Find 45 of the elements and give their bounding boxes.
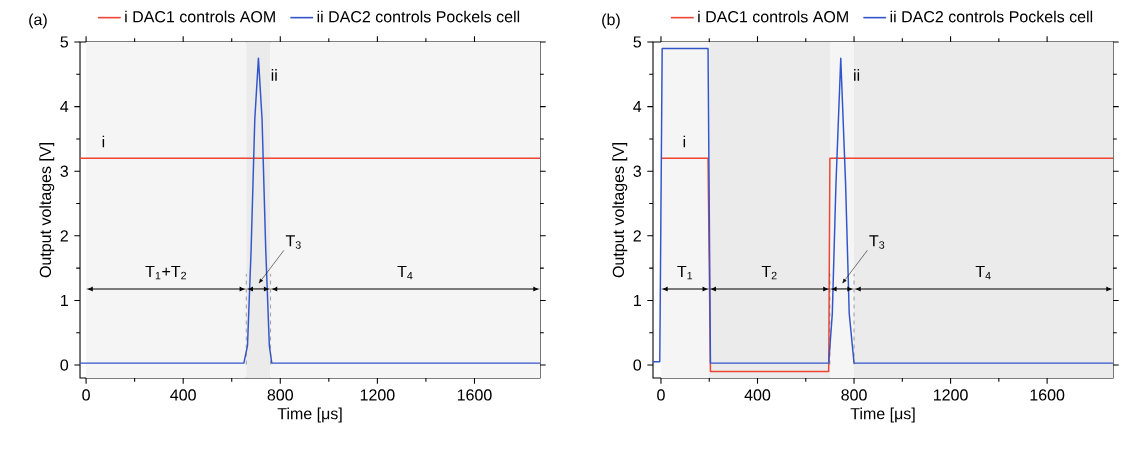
y-tick-label: 0 [60,359,69,371]
chart-title: (b) [602,13,620,29]
y-tick-label: 5 [60,36,69,48]
y-tick-label: 1 [634,294,641,306]
x-tick-label: 400 [744,389,771,401]
y-axis-title: Output voltages [V] [39,143,55,278]
x-tick-label: 800 [841,389,867,401]
annotation: i [102,135,105,148]
y-tick-label: 1 [61,294,68,306]
legend-label: i DAC1 controls AOM [125,10,275,23]
annotation: ii [271,69,277,81]
band-label: T$_{4}$ [975,265,991,280]
x-tick-label: 1600 [457,389,492,401]
legend-label: ii DAC2 controls Pockels cell [317,10,520,23]
x-tick-label: 800 [267,389,293,401]
x-tick-label: 1200 [360,389,395,401]
legend-label: ii DAC2 controls Pockels cell [890,10,1093,23]
x-tick-label: 1600 [1030,389,1065,401]
line-series [79,57,541,364]
annotation: ii [854,69,860,81]
y-tick-label: 2 [60,230,68,242]
x-axis-title: Time [μs] [850,407,915,423]
band-label: T$_{2}$ [761,265,777,280]
annotation: i [683,135,686,148]
band-label: T$_{3}$ [869,235,885,249]
x-tick-label: 0 [82,389,90,401]
band-label: T$_{3}$ [285,235,301,249]
line-series [652,47,1114,364]
x-tick-label: 400 [170,389,196,401]
band-label: T$_{1}$ [677,265,693,280]
y-tick-label: 2 [633,230,641,242]
x-tick-label: 0 [657,389,665,401]
x-tick-label: 1200 [933,389,968,401]
y-tick-label: 3 [60,165,69,177]
y-tick-label: 3 [633,165,642,177]
legend-label: i DAC1 controls AOM [698,10,848,23]
y-axis-title: Output voltages [V] [612,143,628,278]
y-tick-label: 4 [633,101,642,113]
y-tick-label: 4 [60,101,69,113]
y-tick-label: 0 [633,359,642,371]
y-tick-label: 5 [633,36,642,48]
band-label: T$_{1}$+T$_{2}$ [145,265,187,280]
x-axis-title: Time [μs] [277,407,342,423]
band-label: T$_{4}$ [397,265,413,280]
chart-title: (a) [29,13,47,29]
